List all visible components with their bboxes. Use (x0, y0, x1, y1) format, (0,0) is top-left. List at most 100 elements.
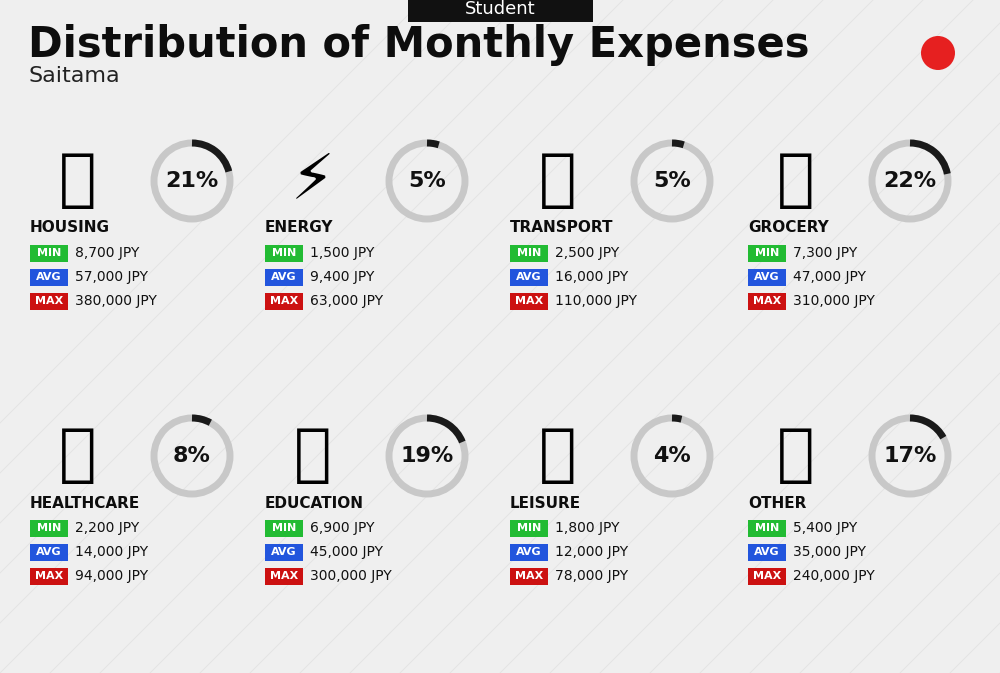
Text: AVG: AVG (36, 272, 62, 282)
Text: 5%: 5% (653, 171, 691, 191)
Text: 45,000 JPY: 45,000 JPY (310, 545, 383, 559)
Text: MAX: MAX (270, 571, 298, 581)
Text: 14,000 JPY: 14,000 JPY (75, 545, 148, 559)
FancyBboxPatch shape (265, 520, 303, 536)
Text: MIN: MIN (37, 248, 61, 258)
Text: 7,300 JPY: 7,300 JPY (793, 246, 857, 260)
Text: ENERGY: ENERGY (265, 221, 334, 236)
FancyBboxPatch shape (265, 293, 303, 310)
FancyBboxPatch shape (265, 544, 303, 561)
Text: 63,000 JPY: 63,000 JPY (310, 294, 383, 308)
Text: AVG: AVG (516, 547, 542, 557)
Text: MAX: MAX (753, 296, 781, 306)
FancyBboxPatch shape (30, 520, 68, 536)
Text: 🎓: 🎓 (294, 426, 332, 486)
Text: 1,800 JPY: 1,800 JPY (555, 521, 620, 535)
Text: 1,500 JPY: 1,500 JPY (310, 246, 374, 260)
Text: 9,400 JPY: 9,400 JPY (310, 270, 374, 284)
Text: MIN: MIN (517, 523, 541, 533)
FancyBboxPatch shape (265, 567, 303, 584)
Text: AVG: AVG (271, 547, 297, 557)
Text: 🛒: 🛒 (777, 151, 815, 211)
Text: MAX: MAX (35, 571, 63, 581)
FancyBboxPatch shape (30, 293, 68, 310)
FancyBboxPatch shape (30, 244, 68, 262)
Text: 4%: 4% (653, 446, 691, 466)
Text: 110,000 JPY: 110,000 JPY (555, 294, 637, 308)
Text: MIN: MIN (37, 523, 61, 533)
Text: TRANSPORT: TRANSPORT (510, 221, 614, 236)
FancyBboxPatch shape (265, 244, 303, 262)
FancyBboxPatch shape (510, 544, 548, 561)
Text: AVG: AVG (754, 272, 780, 282)
Text: Student: Student (465, 0, 535, 18)
Text: 🏢: 🏢 (59, 151, 97, 211)
Text: AVG: AVG (271, 272, 297, 282)
Text: 300,000 JPY: 300,000 JPY (310, 569, 392, 583)
Text: MIN: MIN (755, 523, 779, 533)
Text: 16,000 JPY: 16,000 JPY (555, 270, 628, 284)
Text: 310,000 JPY: 310,000 JPY (793, 294, 875, 308)
Text: 6,900 JPY: 6,900 JPY (310, 521, 374, 535)
FancyBboxPatch shape (510, 269, 548, 285)
Text: 57,000 JPY: 57,000 JPY (75, 270, 148, 284)
Text: 35,000 JPY: 35,000 JPY (793, 545, 866, 559)
Text: 78,000 JPY: 78,000 JPY (555, 569, 628, 583)
Text: 5%: 5% (408, 171, 446, 191)
Text: MIN: MIN (272, 523, 296, 533)
Text: Saitama: Saitama (28, 66, 120, 86)
FancyBboxPatch shape (265, 269, 303, 285)
FancyBboxPatch shape (30, 269, 68, 285)
Text: 8%: 8% (173, 446, 211, 466)
Text: 2,200 JPY: 2,200 JPY (75, 521, 139, 535)
FancyBboxPatch shape (748, 567, 786, 584)
Text: HOUSING: HOUSING (30, 221, 110, 236)
Text: OTHER: OTHER (748, 495, 806, 511)
Text: 380,000 JPY: 380,000 JPY (75, 294, 157, 308)
Text: 🛍: 🛍 (539, 426, 577, 486)
Text: 17%: 17% (883, 446, 937, 466)
Text: MAX: MAX (515, 571, 543, 581)
Text: EDUCATION: EDUCATION (265, 495, 364, 511)
Text: 8,700 JPY: 8,700 JPY (75, 246, 139, 260)
Text: 47,000 JPY: 47,000 JPY (793, 270, 866, 284)
Circle shape (921, 36, 955, 70)
FancyBboxPatch shape (748, 520, 786, 536)
Text: 240,000 JPY: 240,000 JPY (793, 569, 875, 583)
FancyBboxPatch shape (510, 244, 548, 262)
Text: AVG: AVG (36, 547, 62, 557)
Text: GROCERY: GROCERY (748, 221, 829, 236)
FancyBboxPatch shape (30, 544, 68, 561)
Text: MAX: MAX (753, 571, 781, 581)
Text: 🚌: 🚌 (539, 151, 577, 211)
Text: LEISURE: LEISURE (510, 495, 581, 511)
Text: MIN: MIN (755, 248, 779, 258)
FancyBboxPatch shape (748, 544, 786, 561)
Text: 22%: 22% (883, 171, 937, 191)
Text: MIN: MIN (517, 248, 541, 258)
Text: ⚡: ⚡ (291, 151, 335, 211)
Text: MIN: MIN (272, 248, 296, 258)
Text: 5,400 JPY: 5,400 JPY (793, 521, 857, 535)
Text: MAX: MAX (270, 296, 298, 306)
FancyBboxPatch shape (408, 0, 592, 22)
Text: AVG: AVG (516, 272, 542, 282)
Text: HEALTHCARE: HEALTHCARE (30, 495, 140, 511)
FancyBboxPatch shape (510, 293, 548, 310)
Text: 94,000 JPY: 94,000 JPY (75, 569, 148, 583)
FancyBboxPatch shape (510, 520, 548, 536)
Text: 🏥: 🏥 (59, 426, 97, 486)
Text: 12,000 JPY: 12,000 JPY (555, 545, 628, 559)
Text: AVG: AVG (754, 547, 780, 557)
Text: MAX: MAX (515, 296, 543, 306)
FancyBboxPatch shape (748, 293, 786, 310)
FancyBboxPatch shape (30, 567, 68, 584)
FancyBboxPatch shape (748, 244, 786, 262)
Text: Distribution of Monthly Expenses: Distribution of Monthly Expenses (28, 24, 810, 66)
FancyBboxPatch shape (748, 269, 786, 285)
Text: MAX: MAX (35, 296, 63, 306)
Text: 19%: 19% (400, 446, 454, 466)
FancyBboxPatch shape (510, 567, 548, 584)
Text: 💰: 💰 (777, 426, 815, 486)
Text: 21%: 21% (165, 171, 219, 191)
